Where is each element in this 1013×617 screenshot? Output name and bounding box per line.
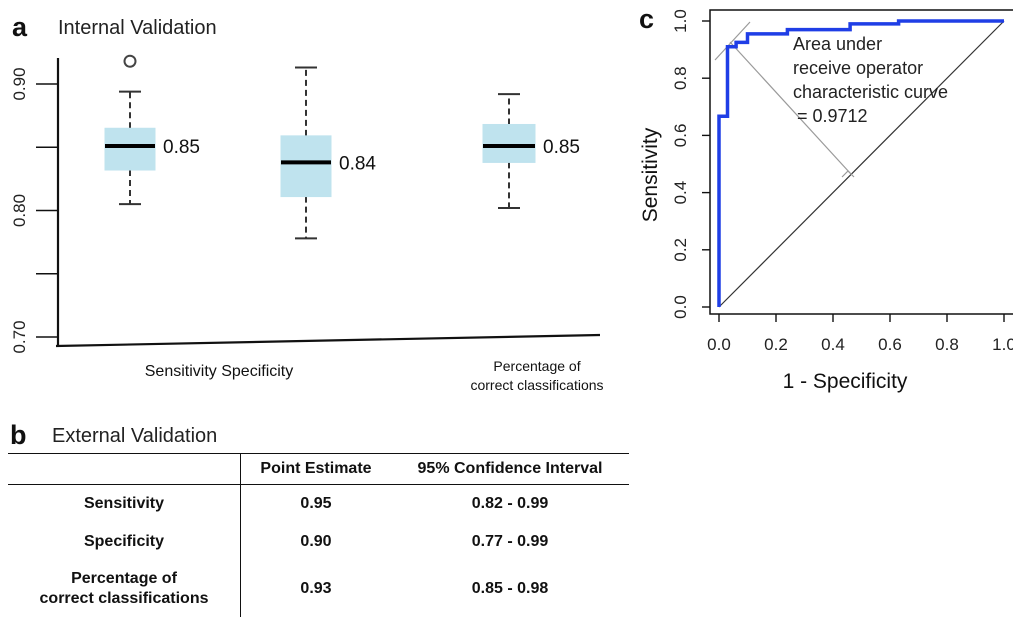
table-row: Sensitivity 0.95 0.82 - 0.99	[8, 484, 629, 523]
box: 0.85	[104, 54, 200, 206]
panel-a-title: Internal Validation	[58, 17, 217, 39]
box: 0.85	[482, 93, 580, 209]
median-value-label: 0.84	[339, 153, 376, 174]
axes: 0.0 0.0 0.2 0.2 0.4 0.4 0.6 0.6 0.8 0.8 1.0 1.0 1 - …	[639, 9, 1013, 393]
y-tick-label: 0.2	[671, 238, 690, 262]
x-category-labels: Sensitivity Specificity Percentage of corr…	[145, 358, 604, 393]
table-row: Percentage of correct classifications 0.93…	[8, 561, 629, 617]
guide-perpendicular-line	[729, 41, 851, 174]
auc-annotation-line: receive operator	[793, 58, 923, 78]
boxes: 0.85 0.84 0.85	[104, 54, 580, 240]
y-tick-label: 0.0	[671, 295, 690, 319]
auc-annotation: Area under receive operator characteristic…	[793, 34, 948, 126]
x-tick-label: 0.4	[821, 335, 845, 354]
plot-frame	[709, 9, 1013, 315]
point-estimate-cell: 0.95	[240, 484, 391, 523]
guide-tangent-line	[714, 21, 751, 61]
external-validation-panel: b External Validation Point Estimate 95%…	[8, 418, 636, 617]
x-axis-title: 1 - Specificity	[783, 370, 908, 393]
y-tick-label: 0.8	[671, 66, 690, 90]
auc-annotation-line: characteristic curve	[793, 82, 948, 102]
y-axis-title: Sensitivity	[639, 127, 662, 222]
confidence-interval-cell: 0.77 - 0.99	[471, 533, 549, 550]
x-tick-label: 0.6	[878, 335, 902, 354]
row-label: Percentage of correct classifications	[39, 570, 209, 607]
panel-b-title: External Validation	[52, 425, 218, 447]
roc-curve	[717, 19, 1004, 307]
reference-diagonal	[718, 20, 1005, 308]
y-tick-label: 0.70	[10, 320, 29, 353]
right-angle-marker	[841, 170, 855, 178]
median-value-label: 0.85	[163, 137, 200, 158]
row-label: Sensitivity	[83, 495, 165, 512]
outlier-point	[123, 54, 137, 68]
header-corner	[8, 453, 241, 485]
internal-validation-boxplot: a Internal Validation 0.700.800.90 0.850…	[10, 12, 604, 393]
panel-b-letter: b	[10, 420, 27, 450]
y-tick-label: 0.4	[671, 181, 690, 205]
x-tick-label: 1.0	[992, 335, 1013, 354]
x-axis	[55, 333, 601, 348]
iqr-box	[482, 123, 536, 163]
auc-annotation-line: Area under	[793, 34, 882, 54]
x-tick-label: 0.8	[935, 335, 959, 354]
x-tick-label: 0.0	[707, 335, 731, 354]
point-estimate-cell: 0.90	[240, 523, 391, 561]
panel-c-letter: c	[639, 4, 654, 34]
x-tick-label: 0.2	[764, 335, 788, 354]
auc-annotation-line: = 0.9712	[797, 106, 868, 126]
y-tick-label: 0.80	[10, 194, 29, 227]
roc-curve-chart: c 0.0 0.0 0.2 0.2 0.4 0.4 0.6 0.6 0.8 0.8 1.0 1.0 1 …	[639, 4, 1013, 393]
table-row: Specificity 0.90 0.77 - 0.99	[8, 523, 629, 561]
external-validation-table: Point Estimate 95% Confidence Interval S…	[8, 453, 629, 617]
panel-a-letter: a	[12, 12, 28, 42]
x-label-sens-spec: Sensitivity Specificity	[145, 363, 294, 380]
iqr-box	[280, 135, 332, 198]
auc-guide-lines	[714, 21, 855, 178]
y-ticks: 0.70 0.80 0.90	[10, 67, 58, 354]
confidence-interval-cell: 0.82 - 0.99	[471, 495, 549, 512]
y-tick-label: 0.90	[10, 67, 29, 100]
iqr-box	[104, 127, 156, 171]
median-value-label: 0.85	[543, 137, 580, 158]
table-header-row: Point Estimate 95% Confidence Interval	[8, 453, 629, 485]
box: 0.84	[280, 66, 376, 240]
x-label-pct-correct: Percentage of	[493, 358, 580, 374]
x-label-pct-correct: correct classifications	[470, 377, 603, 393]
confidence-interval-cell: 0.85 - 0.98	[471, 580, 549, 597]
point-estimate-cell: 0.93	[240, 561, 391, 617]
header-confidence-interval: 95% Confidence Interval	[391, 453, 629, 485]
row-label: Specificity	[83, 533, 165, 550]
header-point-estimate: Point Estimate	[240, 453, 391, 485]
y-tick-label: 1.0	[671, 9, 690, 33]
y-tick-label: 0.6	[671, 124, 690, 148]
